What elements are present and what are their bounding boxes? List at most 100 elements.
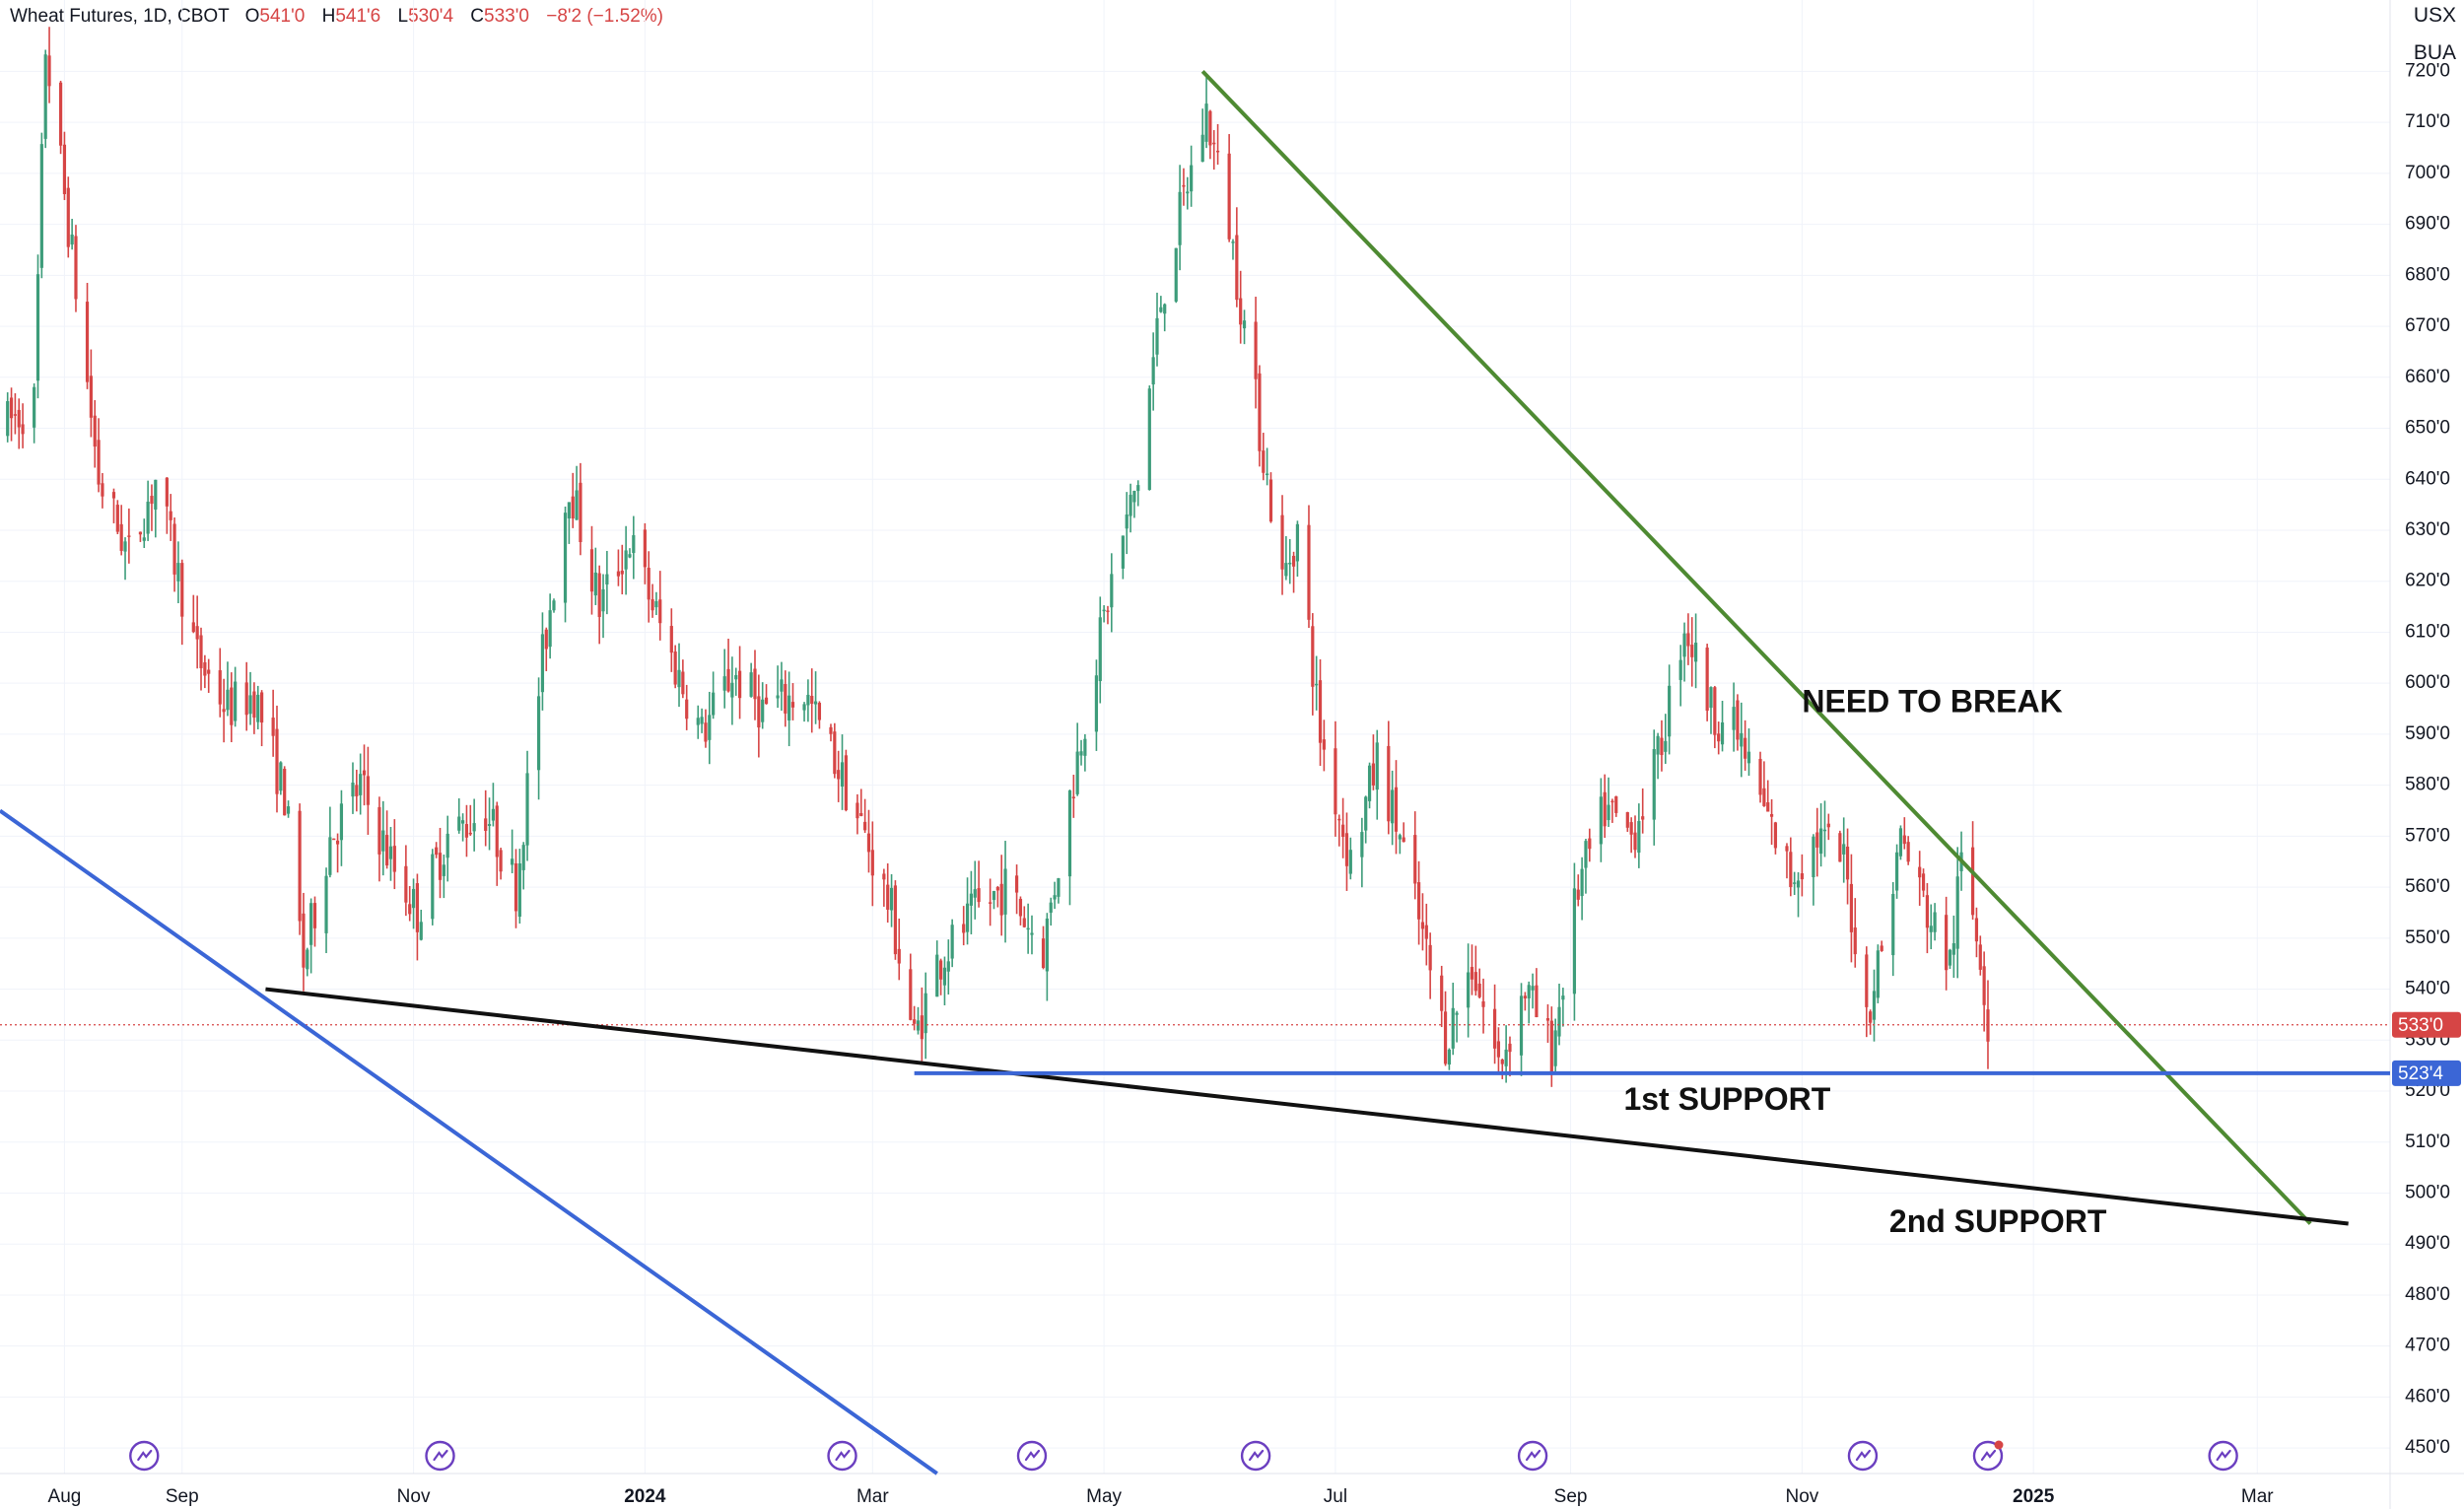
candle-body <box>1686 633 1690 647</box>
candle-body <box>787 695 791 720</box>
dividend-event-icon[interactable] <box>1016 1440 1048 1472</box>
candle-body <box>1455 1012 1459 1015</box>
unit-label[interactable]: BUA <box>2413 41 2456 64</box>
candle-body <box>813 701 818 705</box>
event-icon-glyph <box>1024 1449 1041 1462</box>
candle-body <box>17 409 21 428</box>
candle-body <box>1599 796 1603 845</box>
candle-body <box>74 236 78 300</box>
candle-body <box>1842 844 1846 855</box>
currency-label[interactable]: USX <box>2413 4 2456 27</box>
candle-body <box>1508 1043 1512 1053</box>
candle-body <box>1504 1049 1508 1066</box>
candle-body <box>1067 790 1072 877</box>
candle-body <box>244 682 248 716</box>
candle-body <box>764 697 769 705</box>
candle-body <box>552 600 556 611</box>
candle-body <box>1258 373 1262 451</box>
candle-body <box>1709 687 1713 709</box>
candle-body <box>1284 563 1288 577</box>
candle-body <box>1531 986 1535 991</box>
candle-body <box>1549 1020 1553 1074</box>
candle-body <box>1079 751 1083 756</box>
dividend-event-icon[interactable] <box>1240 1440 1271 1472</box>
candle-body <box>1925 895 1929 928</box>
low-value: 530'4 <box>408 6 454 27</box>
candle-body <box>21 424 25 435</box>
candle-body <box>897 948 901 964</box>
candle-body <box>882 873 886 880</box>
candle-body <box>332 838 336 841</box>
y-tick-label: 470'0 <box>2405 1336 2450 1356</box>
candle-body <box>1322 739 1326 750</box>
candle-body <box>1572 888 1577 995</box>
dividend-event-icon[interactable] <box>1517 1440 1548 1472</box>
dividend-event-icon[interactable] <box>129 1440 160 1472</box>
candle-body <box>685 699 689 720</box>
candle-body <box>1477 983 1481 997</box>
candle-body <box>85 302 90 382</box>
candle-body <box>1291 555 1296 567</box>
candle-body <box>62 144 67 194</box>
candle-body <box>1057 878 1061 897</box>
candle-body <box>939 960 943 980</box>
low-label: L <box>397 6 409 27</box>
dividend-event-icon[interactable] <box>1847 1440 1879 1472</box>
candle-body <box>681 671 685 695</box>
candle-body <box>431 854 435 920</box>
candle-body <box>548 610 552 648</box>
candle-body <box>89 376 93 418</box>
annotation-1st-support: 1st SUPPORT <box>1623 1081 1830 1117</box>
x-axis: Aug Sep Nov 2024 Mar May Jul Sep Nov 2025 Mar <box>48 1486 2275 1507</box>
candle-body <box>647 568 650 600</box>
candle-body <box>1826 823 1830 828</box>
candle-body <box>536 696 541 771</box>
candle-body <box>1895 852 1899 891</box>
candle-body <box>150 496 154 505</box>
candle-body <box>859 812 863 816</box>
candle-body <box>275 728 279 794</box>
candle-body <box>700 717 704 724</box>
candle-body <box>1102 609 1106 612</box>
event-icon-glyph <box>1980 1449 1997 1462</box>
candle-body <box>1812 836 1815 877</box>
candle-body <box>737 670 742 699</box>
alert-event-icon[interactable] <box>1972 1440 2004 1472</box>
open-value: 541'0 <box>259 6 306 27</box>
candle-body <box>1921 873 1926 891</box>
y-tick-label: 610'0 <box>2405 621 2450 642</box>
candle-body <box>989 902 992 904</box>
current-price-tag-bg <box>2392 1011 2461 1038</box>
dividend-event-icon[interactable] <box>425 1440 455 1472</box>
candle-body <box>1360 832 1364 857</box>
candle-body <box>1629 822 1633 835</box>
dividend-event-icon[interactable] <box>2208 1440 2238 1472</box>
candle-body <box>298 810 302 922</box>
candle-body <box>757 696 761 728</box>
candle-body <box>207 669 211 674</box>
candle-body <box>1030 932 1034 935</box>
candle-body <box>999 883 1003 916</box>
candle-body <box>1955 876 1959 949</box>
candle-body <box>1793 882 1797 884</box>
candle-body <box>920 1015 924 1040</box>
candle-body <box>1561 995 1565 1000</box>
candle-body <box>1239 298 1243 325</box>
y-tick-label: 720'0 <box>2405 60 2450 81</box>
x-tick-label: Sep <box>166 1486 199 1507</box>
candle-body <box>1929 926 1933 932</box>
candle-body <box>1951 943 1955 955</box>
x-tick-label: May <box>1086 1486 1122 1507</box>
dividend-event-icon[interactable] <box>827 1440 857 1472</box>
candle-body <box>1443 1011 1448 1064</box>
candle-body <box>1467 972 1471 1008</box>
candle-body <box>1262 450 1266 473</box>
candle-body <box>1315 683 1319 686</box>
event-icon-glyph <box>835 1449 851 1462</box>
x-tick-label: Mar <box>856 1486 889 1507</box>
y-tick-label: 570'0 <box>2405 825 2450 846</box>
candle-body <box>283 768 287 816</box>
candle-body <box>1215 150 1220 153</box>
